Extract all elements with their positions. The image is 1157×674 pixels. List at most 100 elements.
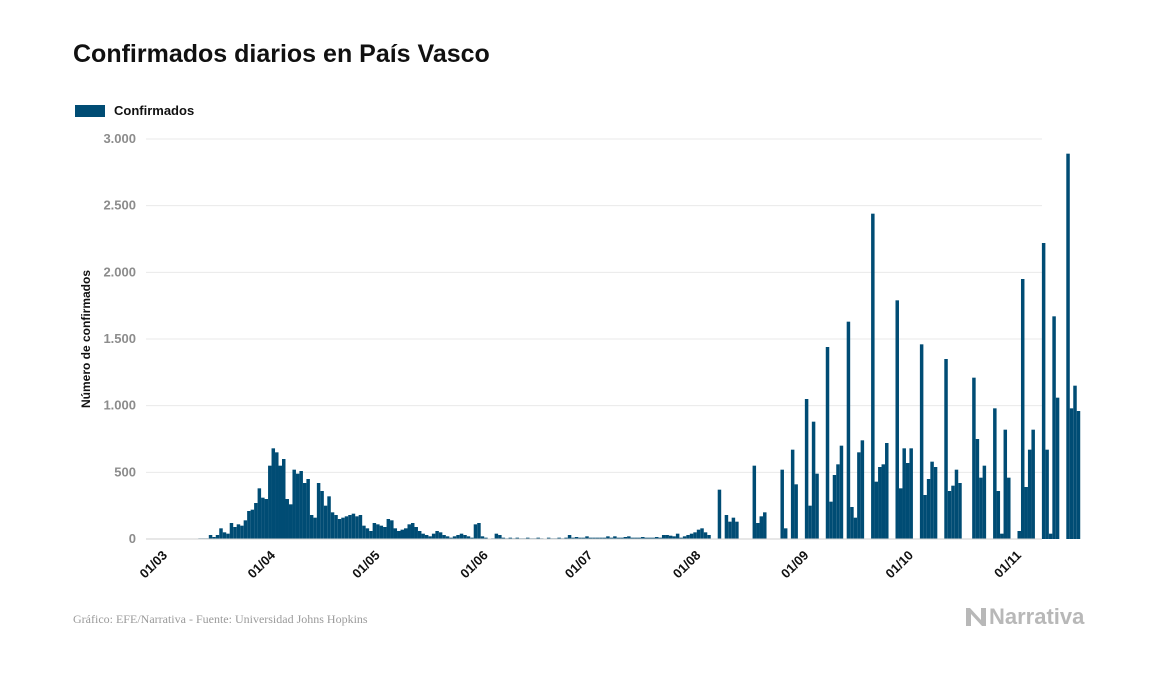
bar (473, 524, 478, 539)
bar (871, 213, 875, 540)
bar (397, 531, 401, 539)
legend: Confirmados (75, 103, 194, 118)
x-tick-label: 01/08 (670, 548, 704, 582)
bar (567, 535, 572, 539)
bar (330, 512, 335, 539)
bar (480, 536, 485, 539)
bar (811, 421, 816, 539)
bar (233, 527, 237, 539)
bar (585, 536, 589, 539)
bar (323, 505, 328, 539)
bar (243, 520, 248, 539)
bar (682, 536, 687, 539)
brand-logo: Narrativa (965, 604, 1084, 630)
bar (215, 535, 220, 539)
bar-chart: 0 500 1.000 1.500 2.000 2.500 3.000 01/03 01/04… (79, 131, 1081, 582)
bar (466, 536, 471, 539)
bar (229, 523, 234, 539)
bar (299, 471, 303, 539)
bar (292, 469, 296, 539)
bar (926, 479, 931, 539)
x-tick-label: 01/03 (137, 548, 171, 582)
narrativa-logo-icon (966, 608, 986, 626)
bar (327, 496, 331, 539)
bar (424, 535, 429, 539)
bar (288, 504, 293, 539)
bar (658, 537, 662, 539)
bar (693, 532, 697, 539)
bar (578, 537, 582, 539)
bar (993, 408, 997, 539)
x-tick-label: 01/10 (882, 548, 916, 582)
bar (735, 521, 739, 539)
bar (679, 537, 683, 539)
bar (348, 515, 352, 539)
bar (254, 503, 258, 539)
bar (881, 464, 886, 539)
bar (972, 377, 976, 539)
bar (278, 465, 282, 539)
bar (815, 473, 819, 539)
bar (724, 515, 729, 539)
bar (508, 537, 513, 539)
bar (414, 527, 418, 539)
x-tick-label: 01/04 (245, 547, 279, 581)
bar (1017, 531, 1021, 539)
bar (581, 537, 586, 539)
bar (355, 516, 359, 539)
bar (836, 464, 840, 539)
bar (1066, 153, 1070, 540)
bar (703, 532, 708, 539)
bar (546, 537, 551, 539)
bar (637, 537, 642, 539)
chart-title: Confirmados diarios en País Vasco (73, 40, 490, 68)
bar (369, 531, 373, 539)
bar (1048, 533, 1053, 539)
bar (306, 479, 310, 539)
bar (257, 488, 262, 539)
bar (574, 537, 579, 539)
bar (236, 524, 241, 539)
y-tick-label: 0 (129, 531, 136, 546)
bar (728, 521, 732, 539)
bar (309, 515, 314, 539)
bar (846, 321, 851, 539)
bar (707, 535, 711, 539)
bar (613, 536, 617, 539)
bar (860, 440, 865, 539)
bar (874, 481, 879, 539)
bar (271, 448, 276, 539)
bar (595, 537, 600, 539)
bar (672, 536, 676, 539)
bar (944, 359, 948, 539)
bar (222, 532, 227, 539)
bar (428, 536, 432, 539)
bar (898, 488, 903, 539)
bar (804, 399, 809, 539)
bar (1073, 385, 1077, 539)
bar (700, 528, 704, 539)
bar (407, 524, 411, 539)
bar (609, 537, 614, 539)
y-tick-label: 1.000 (103, 398, 136, 413)
bar (351, 513, 356, 539)
bar (320, 491, 324, 539)
x-tick-label: 01/09 (778, 548, 812, 582)
bar (850, 507, 854, 539)
bar (717, 489, 722, 539)
bar (393, 528, 398, 539)
bar (456, 535, 460, 539)
bar (627, 536, 631, 539)
bar (459, 533, 464, 539)
bar (1045, 449, 1049, 539)
bar (1055, 397, 1060, 539)
bar (526, 537, 530, 539)
bar (285, 499, 289, 539)
bar (226, 533, 230, 539)
bar (477, 523, 481, 539)
y-tick-label: 2.000 (103, 264, 136, 279)
bar (668, 535, 673, 539)
bar (853, 517, 858, 539)
y-tick-label: 1.500 (103, 331, 136, 346)
bar (445, 536, 450, 539)
